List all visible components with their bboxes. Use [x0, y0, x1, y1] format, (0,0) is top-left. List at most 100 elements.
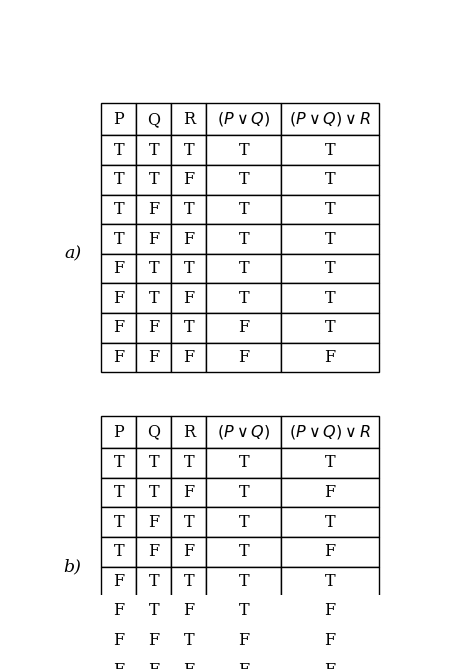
Text: F: F	[148, 632, 159, 649]
Text: T: T	[183, 260, 194, 277]
Text: $(P \vee Q) \vee R$: $(P \vee Q) \vee R$	[289, 423, 371, 441]
Bar	[206, 313, 282, 343]
Text: T: T	[325, 573, 336, 590]
Bar	[171, 313, 206, 343]
Text: F: F	[325, 632, 336, 649]
Text: F: F	[113, 603, 125, 619]
Bar	[101, 313, 137, 343]
Text: F: F	[148, 349, 159, 366]
Text: T: T	[148, 484, 159, 501]
Bar	[206, 596, 282, 626]
Bar	[137, 343, 171, 373]
Bar	[137, 626, 171, 656]
Text: T: T	[148, 171, 159, 189]
Bar	[282, 104, 379, 135]
Text: F: F	[148, 543, 159, 560]
Text: F: F	[325, 349, 336, 366]
Bar	[282, 224, 379, 254]
Bar	[206, 567, 282, 596]
Bar	[137, 104, 171, 135]
Bar	[171, 478, 206, 507]
Text: F: F	[183, 290, 194, 307]
Bar	[206, 343, 282, 373]
Text: F: F	[113, 662, 125, 669]
Bar	[171, 596, 206, 626]
Bar	[206, 104, 282, 135]
Text: F: F	[148, 514, 159, 531]
Text: T: T	[183, 142, 194, 159]
Bar	[171, 507, 206, 537]
Bar	[101, 448, 137, 478]
Text: T: T	[238, 603, 249, 619]
Bar	[171, 135, 206, 165]
Bar	[137, 254, 171, 284]
Bar	[171, 284, 206, 313]
Bar	[101, 596, 137, 626]
Text: T: T	[183, 632, 194, 649]
Text: T: T	[114, 514, 124, 531]
Bar	[282, 165, 379, 195]
Bar	[171, 567, 206, 596]
Bar	[206, 537, 282, 567]
Bar	[137, 195, 171, 224]
Bar	[101, 478, 137, 507]
Text: F: F	[148, 319, 159, 337]
Text: F: F	[113, 573, 125, 590]
Text: T: T	[183, 201, 194, 218]
Text: F: F	[113, 632, 125, 649]
Text: T: T	[325, 514, 336, 531]
Bar	[282, 656, 379, 669]
Bar	[101, 343, 137, 373]
Bar	[282, 596, 379, 626]
Text: T: T	[114, 454, 124, 472]
Text: b): b)	[64, 558, 82, 575]
Text: T: T	[148, 454, 159, 472]
Text: P: P	[114, 111, 124, 128]
Bar	[137, 567, 171, 596]
Text: R: R	[182, 423, 195, 441]
Text: F: F	[183, 543, 194, 560]
Text: F: F	[325, 662, 336, 669]
Text: T: T	[325, 319, 336, 337]
Text: T: T	[238, 260, 249, 277]
Bar	[206, 448, 282, 478]
Bar	[206, 254, 282, 284]
Text: T: T	[238, 290, 249, 307]
Bar	[282, 448, 379, 478]
Bar	[101, 507, 137, 537]
Text: F: F	[148, 662, 159, 669]
Text: F: F	[113, 319, 125, 337]
Bar	[282, 254, 379, 284]
Text: T: T	[148, 290, 159, 307]
Bar	[206, 284, 282, 313]
Bar	[137, 507, 171, 537]
Text: T: T	[114, 142, 124, 159]
Text: F: F	[183, 171, 194, 189]
Bar	[171, 195, 206, 224]
Text: T: T	[325, 290, 336, 307]
Text: T: T	[325, 201, 336, 218]
Text: F: F	[183, 603, 194, 619]
Text: T: T	[238, 231, 249, 248]
Bar	[206, 224, 282, 254]
Bar	[137, 135, 171, 165]
Text: F: F	[325, 484, 336, 501]
Text: $(P \vee Q) \vee R$: $(P \vee Q) \vee R$	[289, 110, 371, 128]
Text: F: F	[238, 319, 249, 337]
Bar	[282, 135, 379, 165]
Bar	[206, 626, 282, 656]
Text: T: T	[238, 514, 249, 531]
Bar	[282, 284, 379, 313]
Text: T: T	[148, 142, 159, 159]
Text: T: T	[238, 454, 249, 472]
Bar	[171, 343, 206, 373]
Text: F: F	[238, 349, 249, 366]
Text: T: T	[325, 171, 336, 189]
Bar	[137, 416, 171, 448]
Text: F: F	[183, 662, 194, 669]
Text: F: F	[148, 231, 159, 248]
Text: T: T	[114, 484, 124, 501]
Bar	[137, 656, 171, 669]
Bar	[282, 567, 379, 596]
Bar	[171, 626, 206, 656]
